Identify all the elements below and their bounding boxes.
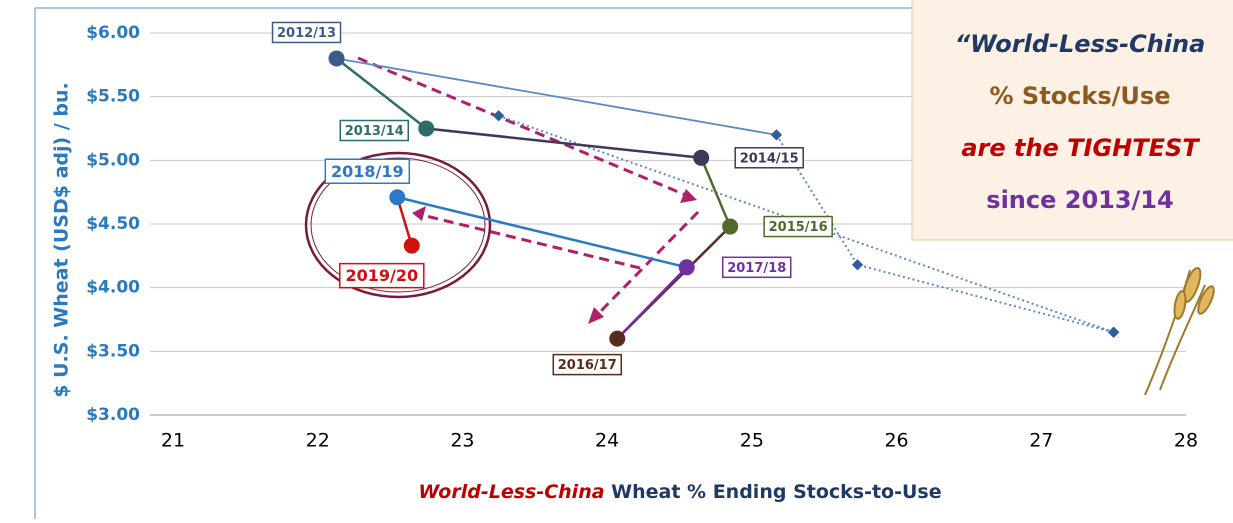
point xyxy=(693,149,710,166)
point-label-text: 2014/15 xyxy=(740,151,799,166)
x-tick-label: 26 xyxy=(884,430,908,452)
point-label-box xyxy=(552,353,623,376)
annotation-line: are the TIGHTEST xyxy=(961,134,1200,162)
y-tick-label: $5.00 xyxy=(86,150,140,170)
x-axis-title: World-Less-China Wheat % Ending Stocks-t… xyxy=(418,481,941,503)
point-label: 2013/14 xyxy=(339,119,409,142)
wheat-icon xyxy=(1144,266,1215,396)
point-label: 2014/15 xyxy=(734,147,804,169)
y-tick-label: $5.50 xyxy=(86,87,140,107)
point-label: 2018/19 xyxy=(324,158,411,185)
connector xyxy=(700,157,732,228)
point-label-text: 2018/19 xyxy=(331,162,404,181)
y-tick-label: $6.00 xyxy=(86,23,140,43)
y-tick-label: $4.50 xyxy=(86,214,140,234)
y-tick-label: $3.00 xyxy=(86,405,140,425)
point-label-box xyxy=(271,21,342,44)
x-tick-label: 25 xyxy=(740,430,764,452)
connector xyxy=(397,196,688,269)
point-label-text: 2017/18 xyxy=(727,261,786,276)
diamond-marker xyxy=(492,110,505,122)
point-label: 2019/20 xyxy=(339,262,425,289)
point xyxy=(389,189,406,206)
y-tick-label: $3.50 xyxy=(86,341,140,361)
x-axis-title-part: Wheat % Ending Stocks-to-Use xyxy=(605,481,942,503)
point-label: 2016/17 xyxy=(552,353,623,376)
point xyxy=(609,330,626,347)
point-label-text: 2012/13 xyxy=(277,26,336,41)
point-label: 2017/18 xyxy=(721,256,792,279)
diamond-marker xyxy=(770,129,783,141)
trend-line xyxy=(775,134,1114,334)
connector xyxy=(335,57,428,130)
arrow-heads xyxy=(412,189,697,324)
x-tick-label: 28 xyxy=(1174,430,1198,452)
point xyxy=(722,218,739,235)
annotation-line: since 2013/14 xyxy=(986,186,1173,214)
y-tick-label: $4.00 xyxy=(86,278,140,298)
y-axis-title: $ U.S. Wheat (USD$ adj) / bu. xyxy=(51,82,73,397)
point xyxy=(678,259,695,276)
point-label-box xyxy=(763,215,833,238)
point xyxy=(403,237,420,254)
point-label: 2012/13 xyxy=(271,21,342,44)
diamond-marker xyxy=(851,259,864,271)
annotation-line: % Stocks/Use xyxy=(990,82,1171,110)
point-label: 2015/16 xyxy=(763,215,833,238)
trend-line xyxy=(336,57,777,136)
x-tick-label: 27 xyxy=(1029,430,1053,452)
connector xyxy=(396,196,413,247)
point-label-text: 2015/16 xyxy=(769,220,828,235)
point-label-text: 2016/17 xyxy=(558,358,617,373)
point-label-text: 2013/14 xyxy=(345,124,404,139)
x-tick-label: 22 xyxy=(306,430,330,452)
x-axis-title-part: World-Less-China xyxy=(418,481,604,503)
point-label-box xyxy=(324,158,411,185)
annotation-line: “World-Less-China xyxy=(955,30,1206,58)
annotation-box xyxy=(911,0,1233,241)
highlight-ring xyxy=(304,151,492,299)
point xyxy=(328,50,345,67)
x-tick-label: 23 xyxy=(450,430,474,452)
highlight-ring-inner xyxy=(310,157,486,293)
point-label-box xyxy=(339,262,425,289)
x-tick-label: 21 xyxy=(161,430,185,452)
point-label-box xyxy=(734,147,804,169)
point-label-box xyxy=(339,119,409,142)
diamond-marker xyxy=(1107,326,1120,338)
trend-arrows xyxy=(357,56,700,318)
point-label-text: 2019/20 xyxy=(345,266,418,285)
connector xyxy=(426,127,702,160)
connector xyxy=(616,266,688,340)
point-label-box xyxy=(721,256,792,279)
point xyxy=(418,120,435,137)
x-tick-label: 24 xyxy=(595,430,619,452)
